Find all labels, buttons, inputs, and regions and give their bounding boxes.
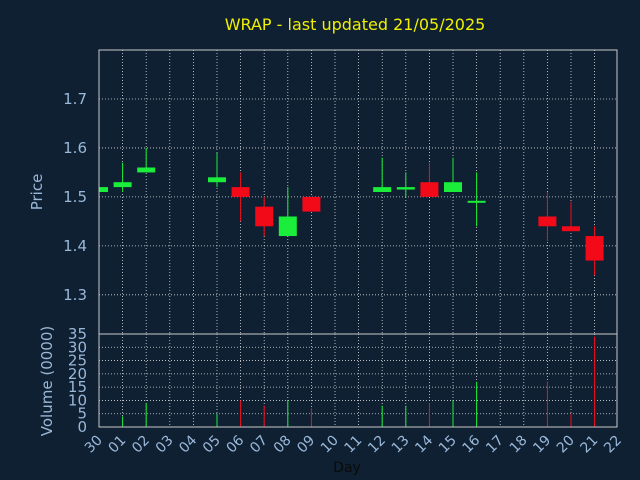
volume-tick-label: 0 (77, 418, 87, 436)
price-tick-label: 1.7 (63, 90, 87, 108)
candle (373, 157, 392, 192)
candle (444, 157, 462, 192)
candle (302, 196, 321, 212)
candle-body (302, 196, 321, 212)
candle (538, 192, 557, 241)
volume-bars (98, 336, 596, 427)
x-tick-label: 10 (318, 433, 342, 457)
chart-title: WRAP - last updated 21/05/2025 (225, 15, 486, 34)
volume-tick-label: 35 (68, 325, 87, 343)
x-tick-label: 17 (483, 433, 507, 457)
volume-tick-label: 25 (68, 352, 87, 370)
x-tick-label: 22 (601, 433, 625, 457)
price-axis-label: Price (28, 174, 46, 211)
price-grid (99, 50, 617, 334)
x-tick-label: 07 (247, 433, 271, 457)
candle (137, 147, 156, 173)
x-tick-label: 09 (294, 433, 318, 457)
candle-body (255, 206, 274, 227)
candle-body (373, 187, 392, 192)
volume-grid (99, 334, 617, 427)
price-axis-ticks: 1.3 1.4 1.5 1.6 1.7 (63, 90, 87, 304)
x-tick-label: 08 (271, 433, 295, 457)
volume-tick-label: 30 (68, 338, 87, 356)
price-panel-frame (98, 49, 618, 335)
x-tick-label: 01 (106, 433, 130, 457)
price-tick-label: 1.6 (63, 139, 87, 157)
candle-body (467, 200, 486, 203)
candle-body (585, 236, 604, 261)
volume-panel-frame (98, 333, 618, 428)
volume-axis-label: Volume (0000) (38, 326, 56, 436)
candle-body (444, 182, 462, 192)
volume-tick-label: 20 (68, 365, 87, 383)
candle-body (231, 187, 250, 197)
x-tick-label: 20 (554, 433, 578, 457)
x-axis-label: Day (333, 460, 361, 476)
candle (113, 162, 132, 192)
candle-body (396, 187, 415, 190)
candle-body (538, 216, 557, 227)
candle (562, 201, 580, 232)
candles (98, 147, 604, 276)
candle-body (208, 177, 226, 183)
candle-body (99, 187, 108, 192)
candle (396, 172, 415, 197)
candle (278, 187, 297, 237)
volume-tick-label: 15 (68, 378, 87, 396)
candle-body (278, 216, 297, 237)
price-tick-label: 1.4 (63, 237, 87, 255)
price-tick-label: 1.3 (63, 286, 87, 304)
candle (420, 162, 439, 197)
candle-body (113, 182, 132, 188)
candle-body (137, 167, 156, 173)
x-tick-label: 11 (342, 433, 366, 457)
x-tick-label: 13 (389, 433, 413, 457)
x-tick-label: 30 (82, 433, 106, 457)
candle (98, 187, 108, 192)
x-tick-label: 03 (153, 433, 177, 457)
x-tick-label: 19 (530, 433, 554, 457)
x-tick-label: 21 (578, 433, 602, 457)
candle (208, 152, 226, 188)
volume-tick-label: 10 (68, 391, 87, 409)
x-tick-label: 14 (412, 432, 436, 456)
x-tick-label: 18 (507, 433, 531, 457)
x-tick-label: 02 (129, 433, 153, 457)
x-tick-label: 05 (200, 433, 224, 457)
x-axis-ticks: 30 01 02 03 04 05 06 07 08 09 10 11 12 13 14 15 16 17 18 19… (82, 432, 625, 456)
price-tick-label: 1.5 (63, 188, 87, 206)
candle (467, 172, 486, 227)
candle (231, 172, 250, 222)
x-tick-label: 04 (176, 432, 200, 456)
x-tick-label: 15 (436, 433, 460, 457)
candle (585, 226, 604, 276)
candle-body (420, 182, 439, 197)
volume-tick-label: 5 (77, 405, 87, 423)
x-tick-label: 12 (365, 433, 389, 457)
x-tick-label: 16 (460, 432, 484, 456)
candle (255, 196, 274, 237)
candle-body (562, 226, 580, 232)
x-tick-label: 06 (224, 432, 248, 456)
